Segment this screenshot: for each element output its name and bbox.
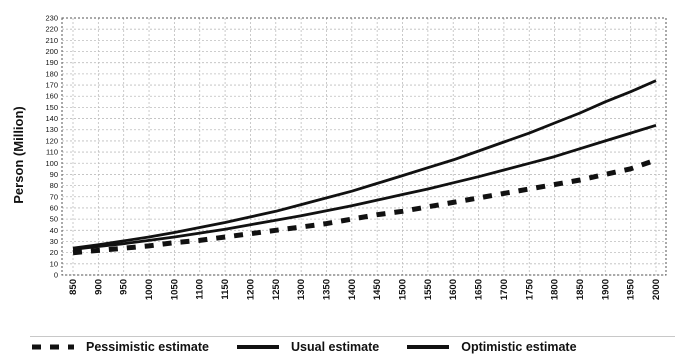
x-tick-label: 1300 <box>296 279 307 300</box>
x-tick-label: 1700 <box>499 279 510 300</box>
series-line-optimistic-estimate <box>72 79 657 250</box>
x-tick-label: 1650 <box>474 279 485 300</box>
x-tick-label: 1050 <box>169 279 180 300</box>
x-tick-label: 950 <box>119 279 130 295</box>
y-tick-label: 70 <box>50 192 58 201</box>
x-tick-label: 1550 <box>423 279 434 300</box>
y-tick-label: 220 <box>45 25 58 34</box>
series-line-usual-estimate <box>72 123 657 251</box>
y-axis-ticks: 0 10 20 30 40 50 60 70 80 90 100 110 120 130 140 150 160… <box>45 14 58 280</box>
y-tick-label: 170 <box>45 81 58 90</box>
y-tick-label: 120 <box>45 136 58 145</box>
x-tick-label: 1850 <box>575 279 586 300</box>
y-tick-label: 20 <box>50 248 58 257</box>
x-tick-label: 1200 <box>245 279 256 300</box>
y-tick-label: 150 <box>45 103 58 112</box>
legend-label: Usual estimate <box>291 340 380 354</box>
legend-item-usual: Usual estimate <box>235 340 379 354</box>
x-tick-label: 1000 <box>144 279 155 300</box>
legend-label: Optimistic estimate <box>461 340 577 354</box>
y-tick-label: 180 <box>45 69 58 78</box>
x-tick-label: 1950 <box>626 279 637 300</box>
series-line-pessimistic-estimate <box>72 157 657 256</box>
x-axis-ticks: 850 900 950 1000 1050 1100 1150 1200 1250 1300 135… <box>68 279 662 300</box>
legend-swatch-solid <box>407 345 450 349</box>
y-tick-label: 100 <box>45 159 58 168</box>
y-tick-label: 80 <box>50 181 58 190</box>
series-lines <box>72 79 657 256</box>
x-tick-label: 1250 <box>271 279 282 300</box>
legend-label: Pessimistic estimate <box>86 340 209 354</box>
y-tick-label: 90 <box>50 170 58 179</box>
y-tick-label: 230 <box>45 14 58 23</box>
y-tick-label: 190 <box>45 58 58 67</box>
x-tick-label: 1450 <box>372 279 383 300</box>
y-tick-label: 10 <box>50 259 58 268</box>
y-tick-label: 110 <box>46 148 58 157</box>
y-tick-label: 40 <box>50 226 58 235</box>
legend-swatch-dashed <box>32 344 74 350</box>
x-tick-label: 1150 <box>220 279 231 300</box>
x-tick-label: 1100 <box>195 279 206 300</box>
y-tick-label: 0 <box>54 271 58 280</box>
grid-lines <box>62 17 666 276</box>
y-tick-label: 140 <box>45 114 58 123</box>
x-tick-label: 1350 <box>321 279 332 300</box>
legend-item-optimistic: Optimistic estimate <box>405 340 577 354</box>
y-tick-label: 130 <box>45 125 58 134</box>
x-tick-label: 1500 <box>398 279 409 300</box>
plot-area-frame <box>61 17 667 276</box>
x-tick-label: 900 <box>93 279 104 295</box>
legend-swatch-solid <box>237 345 279 349</box>
x-tick-label: 2000 <box>651 279 662 300</box>
y-axis-label: Person (Million) <box>11 106 26 204</box>
y-tick-label: 50 <box>50 215 58 224</box>
legend-item-pessimistic: Pessimistic estimate <box>30 340 209 354</box>
x-tick-label: 1750 <box>524 279 535 300</box>
x-tick-label: 1900 <box>600 279 611 300</box>
y-tick-label: 30 <box>50 237 58 246</box>
x-tick-label: 1600 <box>448 279 459 300</box>
y-tick-label: 160 <box>45 92 58 101</box>
x-tick-label: 1800 <box>550 279 561 300</box>
x-tick-label: 850 <box>68 279 79 295</box>
y-tick-label: 200 <box>45 47 58 56</box>
line-chart: 0 10 20 30 40 50 60 70 80 90 100 110 120 130 140 150 160… <box>11 14 667 300</box>
legend: Pessimistic estimate Usual estimate Opti… <box>30 336 675 357</box>
y-tick-label: 60 <box>50 203 58 212</box>
x-tick-label: 1400 <box>347 279 358 300</box>
y-tick-label: 210 <box>45 36 58 45</box>
